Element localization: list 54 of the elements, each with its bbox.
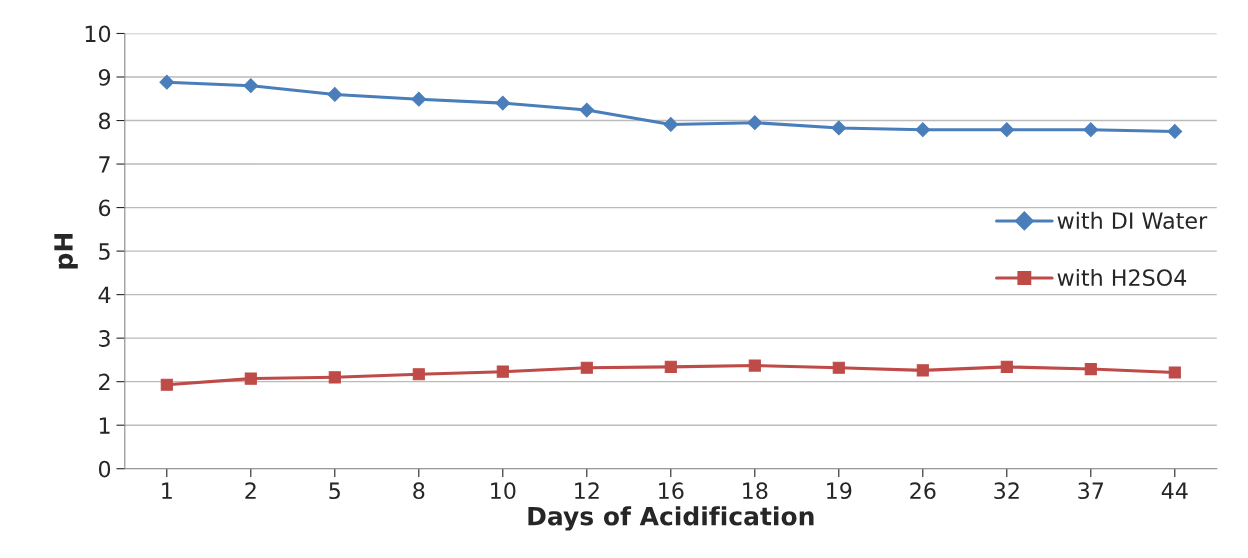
y-tick-label: 6 — [99, 199, 111, 217]
x-axis-title: Days of Acidification — [528, 506, 814, 531]
y-tick-label: 10 — [85, 25, 111, 43]
y-tick-label: 2 — [99, 373, 110, 391]
point — [411, 91, 427, 107]
point — [1000, 360, 1013, 373]
y-tick-label: 8 — [98, 112, 111, 130]
point — [328, 371, 341, 384]
x-tick-label: 32 — [994, 482, 1019, 500]
point — [579, 102, 595, 118]
point — [999, 122, 1015, 138]
point — [664, 360, 677, 373]
y-tick-label: 9 — [98, 68, 111, 86]
point — [915, 122, 931, 138]
point — [1168, 366, 1181, 379]
point — [412, 368, 425, 381]
y-tick-label: 3 — [99, 330, 110, 347]
x-tick-label: 18 — [743, 482, 768, 500]
x-tick-label: 12 — [575, 482, 599, 499]
point — [831, 120, 847, 136]
x-tick-label: 19 — [827, 482, 852, 500]
point — [159, 74, 175, 90]
point — [832, 361, 845, 374]
point — [747, 115, 763, 131]
x-tick-label: 10 — [491, 482, 516, 500]
legend-label: with DI Water — [1057, 211, 1208, 230]
point — [663, 117, 679, 132]
y-tick-label: 5 — [99, 243, 110, 260]
y-tick-label: 1 — [99, 417, 110, 434]
point — [244, 372, 257, 385]
x-tick-label: 26 — [910, 482, 936, 500]
x-tick-label: 2 — [245, 482, 256, 499]
x-tick-label: 44 — [1161, 482, 1188, 499]
point — [160, 378, 173, 391]
y-tick-label: 0 — [98, 460, 111, 478]
point — [496, 365, 509, 378]
point — [1083, 122, 1099, 138]
y-axis-title: pH — [54, 233, 78, 269]
x-tick-label: 8 — [413, 482, 425, 500]
point — [495, 95, 511, 111]
point — [1167, 124, 1183, 139]
point — [748, 359, 761, 372]
x-tick-label: 37 — [1078, 482, 1104, 500]
legend-label: with H2SO4 — [1057, 268, 1187, 287]
point — [327, 87, 343, 102]
point — [243, 78, 259, 94]
y-tick-label: 7 — [99, 156, 110, 173]
point — [1084, 362, 1097, 376]
point — [916, 364, 929, 377]
x-tick-label: 16 — [659, 482, 684, 500]
x-tick-label: 1 — [162, 482, 172, 499]
x-tick-label: 5 — [329, 482, 340, 500]
point — [580, 361, 593, 374]
y-tick-label: 4 — [98, 286, 111, 304]
